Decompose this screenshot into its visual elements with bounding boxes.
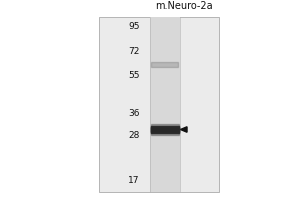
- Bar: [152, 62, 178, 67]
- Text: 36: 36: [128, 109, 140, 118]
- Text: 95: 95: [128, 22, 140, 31]
- Text: 55: 55: [128, 71, 140, 80]
- Text: m.Neuro-2a: m.Neuro-2a: [155, 1, 213, 11]
- Bar: [151, 126, 179, 129]
- Text: 17: 17: [128, 176, 140, 185]
- Bar: [151, 124, 179, 128]
- Bar: [151, 128, 179, 132]
- Bar: [151, 126, 179, 133]
- Bar: [151, 131, 179, 135]
- Bar: [151, 130, 179, 133]
- Bar: [151, 127, 179, 131]
- Polygon shape: [181, 127, 187, 132]
- Bar: [150, 17, 180, 192]
- Bar: [99, 17, 219, 192]
- Text: 28: 28: [128, 131, 140, 140]
- Text: 72: 72: [128, 47, 140, 56]
